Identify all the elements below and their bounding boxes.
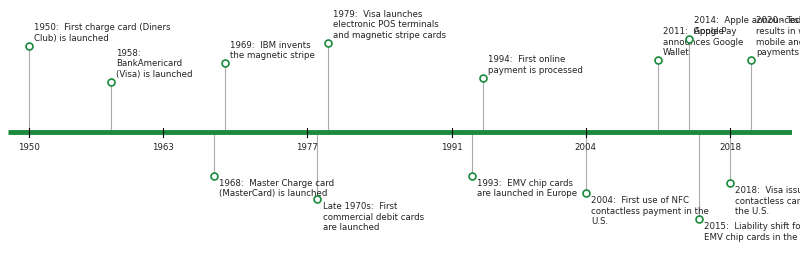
Text: 1991: 1991 [441, 143, 462, 152]
Text: 1993:  EMV chip cards
are launched in Europe: 1993: EMV chip cards are launched in Eur… [478, 179, 578, 198]
Text: 2014:  Apple announces
Apple Pay: 2014: Apple announces Apple Pay [694, 16, 799, 36]
Text: 2020 - Today:  Pandemic
results in widespread use of
mobile and contactless
paym: 2020 - Today: Pandemic results in widesp… [756, 16, 800, 58]
Text: 1958:
BankAmericard
(Visa) is launched: 1958: BankAmericard (Visa) is launched [116, 48, 193, 79]
Text: 2004: 2004 [574, 143, 597, 152]
Text: 2011:  Google
announces Google
Wallet: 2011: Google announces Google Wallet [663, 27, 743, 58]
Text: 1968:  Master Charge card
(MasterCard) is launched: 1968: Master Charge card (MasterCard) is… [219, 179, 334, 198]
Text: 1950: 1950 [18, 143, 39, 152]
Text: 1977: 1977 [296, 143, 318, 152]
Text: 2015:  Liability shift for
EMV chip cards in the U.S.: 2015: Liability shift for EMV chip cards… [704, 222, 800, 242]
Text: 1969:  IBM invents
the magnetic stripe: 1969: IBM invents the magnetic stripe [230, 41, 314, 60]
Text: 1994:  First online
payment is processed: 1994: First online payment is processed [488, 55, 582, 75]
Text: 2018: 2018 [719, 143, 741, 152]
Text: 2018:  Visa issues
contactless cards in
the U.S.: 2018: Visa issues contactless cards in t… [735, 186, 800, 217]
Text: 1979:  Visa launches
electronic POS terminals
and magnetic stripe cards: 1979: Visa launches electronic POS termi… [333, 10, 446, 40]
Text: 2004:  First use of NFC
contactless payment in the
U.S.: 2004: First use of NFC contactless payme… [591, 196, 709, 227]
Text: 1950:  First charge card (Diners
Club) is launched: 1950: First charge card (Diners Club) is… [34, 23, 170, 43]
Text: 1963: 1963 [152, 143, 174, 152]
Text: Late 1970s:  First
commercial debit cards
are launched: Late 1970s: First commercial debit cards… [322, 202, 424, 232]
